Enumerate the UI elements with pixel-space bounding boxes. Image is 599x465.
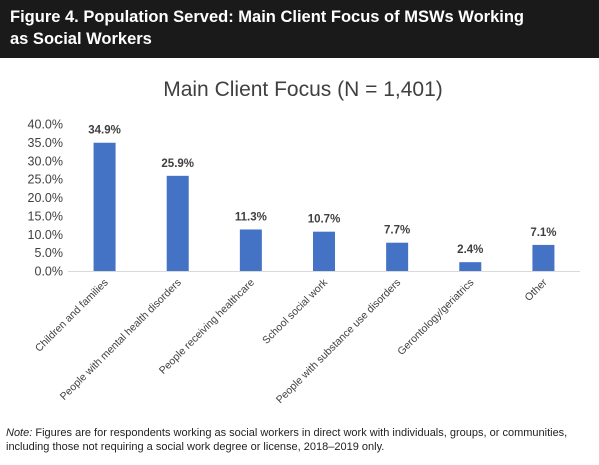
y-tick-label: 35.0% [28, 136, 63, 150]
bar [313, 231, 335, 271]
data-label: 34.9% [88, 125, 121, 137]
chart-area: Main Client Focus (N = 1,401) 0.0% 5.0% 10.… [0, 58, 599, 418]
category-label: School social work [260, 276, 331, 347]
chart-title: Main Client Focus (N = 1,401) [163, 78, 443, 101]
figure-title-line-2: as Social Workers [10, 30, 152, 48]
data-label: 7.1% [530, 227, 556, 239]
figure-title: Figure 4. Population Served: Main Client… [0, 0, 599, 58]
data-label: 7.7% [384, 225, 410, 237]
bar [239, 229, 262, 271]
y-tick-label: 10.0% [28, 228, 63, 242]
note-text: Figures are for respondents working as s… [6, 427, 568, 453]
figure-note: Note: Figures are for respondents workin… [6, 426, 594, 454]
category-label: People with mental health disorders [58, 277, 184, 403]
bar [386, 242, 409, 271]
bar [532, 244, 555, 271]
y-tick-label: 30.0% [28, 154, 63, 168]
data-label: 2.4% [457, 244, 483, 256]
bar-chart: Main Client Focus (N = 1,401) 0.0% 5.0% 10.… [28, 78, 580, 406]
y-tick-label: 25.0% [28, 173, 63, 187]
bar [459, 262, 482, 271]
data-label: 25.9% [161, 158, 194, 170]
y-tick-label: 15.0% [28, 209, 63, 223]
y-tick-label: 40.0% [28, 118, 63, 132]
category-label: People with substance use disorders [274, 277, 403, 406]
data-label: 10.7% [308, 214, 341, 226]
y-tick-label: 5.0% [35, 246, 64, 260]
bar [93, 142, 116, 271]
figure-title-line-1: Figure 4. Population Served: Main Client… [10, 8, 524, 26]
category-label: Other [522, 276, 549, 303]
note-label: Note: [6, 427, 33, 439]
y-tick-label: 0.0% [35, 265, 64, 279]
bar [166, 175, 189, 271]
category-label: Gerontology/geriatrics [395, 277, 476, 358]
category-label: Children and families [33, 277, 111, 355]
data-label: 11.3% [235, 211, 267, 223]
y-tick-label: 20.0% [28, 191, 63, 205]
